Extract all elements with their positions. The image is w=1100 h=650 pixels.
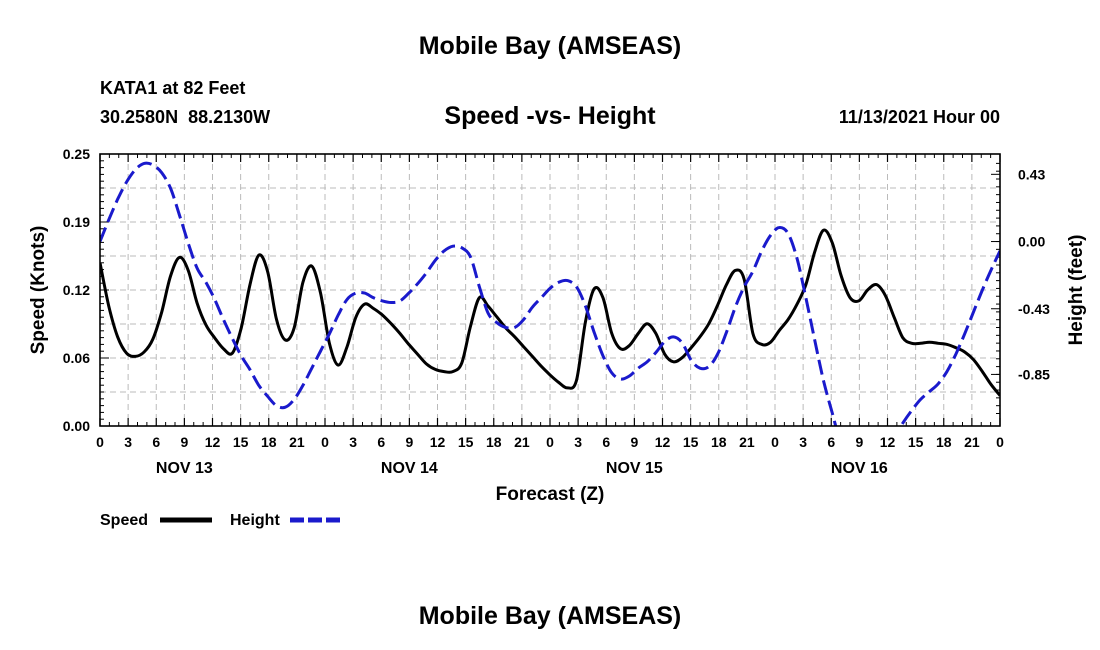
x-tick-label: 0 <box>321 434 329 450</box>
y-tick-label: 0.25 <box>63 146 90 162</box>
day-label: NOV 14 <box>381 460 438 477</box>
x-tick-label: 12 <box>880 434 896 450</box>
x-tick-label: 15 <box>683 434 699 450</box>
x-tick-label: 18 <box>936 434 952 450</box>
x-tick-label: 3 <box>349 434 357 450</box>
x-tick-label: 15 <box>908 434 924 450</box>
y-tick-label: 0.00 <box>63 418 90 434</box>
forecast-datetime: 11/13/2021 Hour 00 <box>838 107 1000 127</box>
x-tick-label: 18 <box>711 434 727 450</box>
day-label: NOV 15 <box>606 460 663 477</box>
coordinates-label: 30.2580N 88.2130W <box>100 107 271 127</box>
x-tick-label: 9 <box>405 434 413 450</box>
y-axis-tick-labels: 0.00 0.06 0.12 0.19 0.25 <box>63 146 90 434</box>
legend-height-label: Height <box>230 512 280 529</box>
x-tick-label: 18 <box>261 434 277 450</box>
day-label: NOV 13 <box>156 460 213 477</box>
x-tick-label: 6 <box>602 434 610 450</box>
series-lines <box>100 161 1000 426</box>
x-tick-label: 9 <box>180 434 188 450</box>
grid-lines <box>100 154 1000 426</box>
y-tick-label: 0.19 <box>63 214 90 230</box>
chart-title: Mobile Bay (AMSEAS) <box>418 32 682 60</box>
y2-tick-label: 0.43 <box>1018 166 1045 182</box>
x-tick-label: 0 <box>546 434 554 450</box>
x-tick-label: 6 <box>152 434 160 450</box>
x-tick-label: 0 <box>96 434 104 450</box>
x-tick-label: 0 <box>996 434 1004 450</box>
x-tick-label: 21 <box>964 434 980 450</box>
y2-axis-label: Height (feet) <box>1066 235 1087 346</box>
x-axis-label: Forecast (Z) <box>496 484 605 505</box>
station-label: KATA1 at 82 Feet <box>100 78 246 98</box>
x-tick-label: 3 <box>799 434 807 450</box>
x-tick-label: 3 <box>124 434 132 450</box>
x-tick-label: 9 <box>630 434 638 450</box>
y2-tick-label: -0.43 <box>1018 301 1050 317</box>
x-tick-label: 6 <box>377 434 385 450</box>
x-axis-tick-labels: 0 3 6 9 12 15 18 21 0 3 6 9 12 15 18 21 0 3 6 9 12 15 18 21 0 3 6 9… <box>96 434 1004 450</box>
y-axis-label: Speed (Knots) <box>28 226 49 355</box>
x-tick-label: 0 <box>771 434 779 450</box>
speed-height-chart: 0.000.060.120.190.25 -0.85-0.430.000.43 … <box>28 146 1087 529</box>
legend: Speed Height <box>100 512 342 529</box>
x-tick-label: 15 <box>458 434 474 450</box>
x-tick-label: 12 <box>655 434 671 450</box>
x-tick-label: 21 <box>289 434 305 450</box>
y2-axis-tick-labels: -0.85 -0.43 0.00 0.43 <box>1018 166 1050 382</box>
x-tick-label: 12 <box>205 434 221 450</box>
day-label: NOV 16 <box>831 460 888 477</box>
x-tick-label: 21 <box>739 434 755 450</box>
x-tick-label: 3 <box>574 434 582 450</box>
y-tick-label: 0.06 <box>63 350 90 366</box>
day-labels: NOV 13 NOV 14 NOV 15 NOV 16 <box>156 460 888 477</box>
legend-speed-label: Speed <box>100 512 148 529</box>
x-tick-label: 6 <box>827 434 835 450</box>
x-tick-label: 21 <box>514 434 530 450</box>
x-tick-label: 15 <box>233 434 249 450</box>
y2-tick-label: 0.00 <box>1018 234 1045 250</box>
y2-tick-label: -0.85 <box>1018 366 1050 382</box>
speed-series-line <box>100 228 1000 397</box>
chart-subtitle: Speed -vs- Height <box>444 102 656 130</box>
y-tick-label: 0.12 <box>63 282 90 298</box>
x-tick-label: 9 <box>855 434 863 450</box>
x-tick-label: 12 <box>430 434 446 450</box>
x-tick-label: 18 <box>486 434 502 450</box>
plot-frame <box>99 153 1001 427</box>
height-series-line <box>100 161 1000 426</box>
footer-title: Mobile Bay (AMSEAS) <box>418 602 682 630</box>
